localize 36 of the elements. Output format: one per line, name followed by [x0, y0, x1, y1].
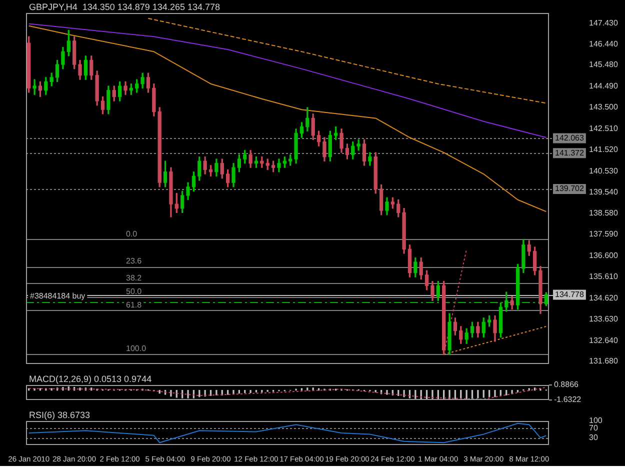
y-tick-label: 135.610	[589, 272, 618, 282]
y-tick-label: 100	[589, 416, 603, 426]
y-tick-label: 147.430	[589, 18, 618, 28]
ref-line-label: 142.063	[555, 134, 584, 143]
annotation: 100.0	[126, 344, 147, 354]
y-tick-label: 136.600	[589, 250, 618, 260]
y-tick-label: 146.440	[589, 40, 618, 49]
y-tick-label: 140.530	[589, 166, 618, 176]
y-tick-label: 139.540	[589, 188, 618, 197]
ref-line-label: 139.702	[555, 184, 584, 194]
y-tick-label: -1.6322	[554, 395, 582, 404]
chart-title: RSI(6) 38.6733	[29, 410, 90, 420]
annotation: 0.0	[126, 229, 138, 238]
y-tick-label: 0.8866	[554, 380, 580, 390]
y-tick-label: 137.590	[589, 230, 618, 239]
annotation: 50.0	[126, 286, 142, 296]
ref-line-label: 141.372	[555, 148, 584, 158]
chart-title: MACD(12,26,9) 0.0513 0.9744	[29, 374, 152, 384]
y-tick-label: 143.500	[589, 102, 618, 112]
y-tick-label: 144.490	[589, 81, 618, 90]
annotation: 61.8	[126, 300, 142, 310]
annotation: 38.2	[126, 273, 142, 282]
ref-line-label: 134.778	[555, 290, 584, 299]
y-tick-label: 141.520	[589, 145, 618, 154]
y-tick-label: 133.630	[589, 314, 618, 324]
y-tick-label: 138.580	[589, 208, 618, 218]
y-tick-label: 131.680	[589, 356, 618, 366]
ref-line-label: #38484184 buy	[30, 291, 86, 300]
chart-title: GBPJPY,H4 134.350 134.879 134.265 134.778	[29, 2, 220, 12]
y-tick-label: 132.640	[589, 336, 618, 345]
y-tick-label: 70	[589, 423, 598, 432]
y-tick-label: 134.620	[589, 293, 618, 302]
annotation: 23.6	[126, 256, 142, 266]
y-tick-label: 142.510	[589, 124, 618, 133]
y-tick-label: 30	[589, 433, 598, 442]
y-tick-label: 145.480	[589, 60, 618, 70]
